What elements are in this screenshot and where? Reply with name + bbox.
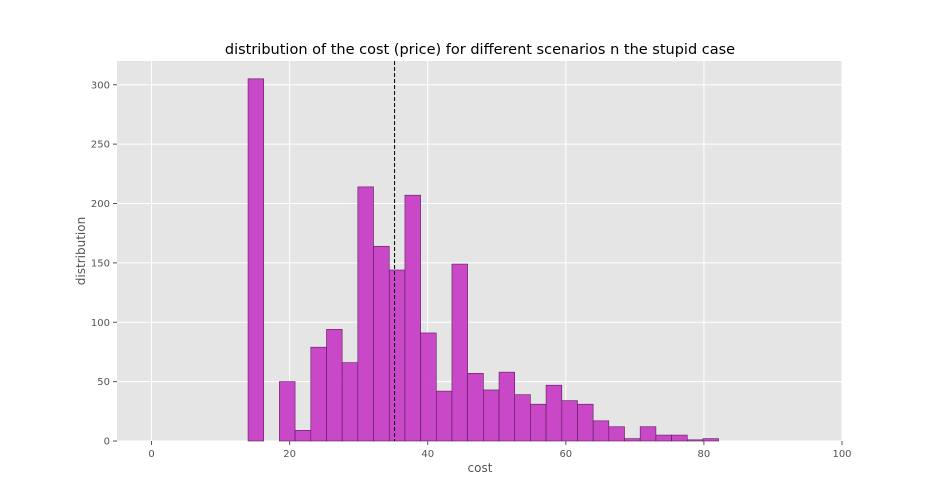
x-axis-label: cost bbox=[468, 461, 493, 475]
x-tick-label: 40 bbox=[421, 449, 434, 460]
y-axis-ticks: 0 50 100 150 200 250 300 bbox=[91, 80, 117, 448]
histogram-bar bbox=[530, 403, 547, 442]
histogram-bar bbox=[373, 245, 390, 442]
histogram-bar bbox=[561, 400, 578, 442]
histogram-bars bbox=[247, 78, 719, 442]
histogram-bar bbox=[467, 373, 484, 442]
x-tick-label: 0 bbox=[148, 449, 154, 460]
x-tick-label: 80 bbox=[698, 449, 711, 460]
grid-lines bbox=[117, 61, 843, 442]
histogram-bar bbox=[639, 426, 657, 442]
histogram-bar bbox=[498, 371, 516, 442]
y-tick-label: 250 bbox=[91, 140, 110, 151]
histogram-bar bbox=[624, 438, 641, 442]
y-tick-label: 150 bbox=[91, 258, 110, 269]
histogram-bar bbox=[608, 426, 625, 442]
histogram-bar bbox=[451, 263, 468, 442]
histogram-bar bbox=[294, 430, 312, 442]
x-tick-label: 20 bbox=[283, 449, 296, 460]
histogram-bar bbox=[435, 390, 453, 442]
y-tick-label: 200 bbox=[91, 199, 110, 210]
histogram-bar bbox=[357, 186, 374, 442]
histogram-bar bbox=[671, 434, 688, 442]
y-tick-label: 100 bbox=[91, 318, 110, 329]
histogram-bar bbox=[388, 269, 406, 442]
x-tick-label: 60 bbox=[559, 449, 572, 460]
y-tick-label: 300 bbox=[91, 80, 110, 91]
histogram-bar bbox=[341, 362, 359, 442]
histogram-bar bbox=[655, 434, 672, 442]
histogram-bar bbox=[483, 389, 500, 442]
y-tick-label: 0 bbox=[104, 437, 110, 448]
histogram-bar bbox=[310, 346, 327, 442]
histogram-bar bbox=[420, 332, 437, 442]
histogram-bar bbox=[702, 438, 719, 442]
histogram-bar bbox=[577, 403, 594, 442]
histogram-bar bbox=[247, 78, 265, 442]
y-tick-label: 50 bbox=[97, 377, 110, 388]
chart-title: distribution of the cost (price) for dif… bbox=[225, 42, 735, 58]
histogram-bar bbox=[545, 384, 563, 442]
x-axis-ticks: 0 20 40 60 80 100 bbox=[148, 441, 852, 460]
histogram-bar bbox=[279, 381, 296, 442]
x-tick-label: 100 bbox=[832, 449, 851, 460]
histogram-bar bbox=[326, 329, 343, 442]
histogram-bar bbox=[404, 194, 421, 442]
histogram-bar bbox=[592, 420, 610, 442]
histogram-bar bbox=[686, 439, 704, 442]
histogram-bar bbox=[514, 394, 531, 442]
y-axis-label: distribution bbox=[74, 217, 88, 285]
